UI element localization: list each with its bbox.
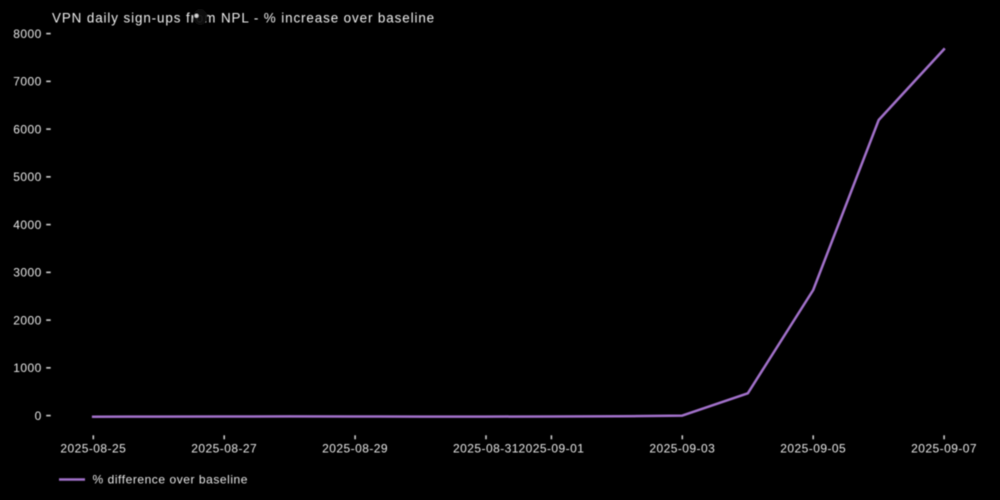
svg-text:0: 0 xyxy=(35,409,42,423)
svg-text:2025-08-31: 2025-08-31 xyxy=(453,442,519,456)
svg-text:2025-08-25: 2025-08-25 xyxy=(60,442,126,456)
svg-text:VPN daily sign-ups from NPL -: VPN daily sign-ups from NPL - % increase… xyxy=(52,11,435,26)
svg-text:2025-09-07: 2025-09-07 xyxy=(911,442,977,456)
svg-text:6000: 6000 xyxy=(13,122,42,136)
svg-text:1000: 1000 xyxy=(13,361,42,375)
svg-text:2025-08-27: 2025-08-27 xyxy=(191,442,257,456)
svg-text:5000: 5000 xyxy=(13,170,42,184)
svg-text:2025-09-03: 2025-09-03 xyxy=(649,442,715,456)
svg-text:7000: 7000 xyxy=(13,75,42,89)
svg-text:3000: 3000 xyxy=(13,266,42,280)
svg-text:2025-09-01: 2025-09-01 xyxy=(518,442,584,456)
svg-text:8000: 8000 xyxy=(13,27,42,41)
svg-text:4000: 4000 xyxy=(13,218,42,232)
svg-text:2000: 2000 xyxy=(13,313,42,327)
svg-text:2025-09-05: 2025-09-05 xyxy=(780,442,846,456)
svg-text:% difference over baseline: % difference over baseline xyxy=(93,473,249,487)
svg-text:2025-08-29: 2025-08-29 xyxy=(322,442,388,456)
